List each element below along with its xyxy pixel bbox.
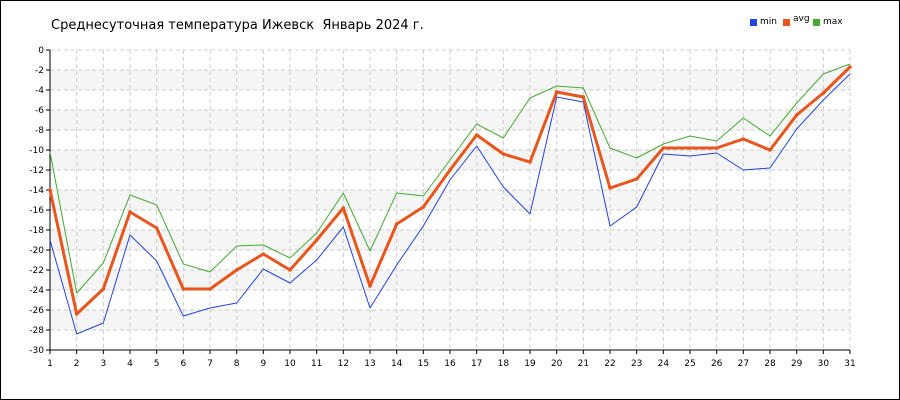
series-line-max: [49, 63, 851, 294]
x-tick-label: 24: [658, 359, 670, 369]
x-tick-label: 21: [578, 359, 589, 369]
legend-label-avg: avg: [793, 14, 810, 24]
data-point-avg: [474, 133, 479, 137]
y-tick-label: 0: [38, 46, 44, 56]
data-point-avg: [288, 268, 292, 272]
data-point-avg: [314, 238, 319, 242]
data-point-avg: [208, 287, 212, 291]
x-tick-label: 15: [418, 359, 429, 369]
x-tick-label: 14: [391, 359, 403, 369]
data-point-avg: [581, 95, 586, 99]
y-tick-label: -18: [29, 226, 44, 236]
legend-swatch-max: [813, 18, 820, 26]
legend-item-min: min: [750, 16, 777, 28]
x-tick-label: 23: [631, 359, 642, 369]
x-tick-label: 13: [364, 359, 375, 369]
legend-item-max: max: [813, 16, 843, 28]
y-tick-label: -24: [29, 286, 44, 296]
data-point-avg: [634, 177, 639, 181]
y-tick-label: -14: [29, 186, 44, 196]
data-point-avg: [768, 148, 772, 152]
x-tick-label: 22: [604, 359, 615, 369]
grid-band: [50, 270, 850, 290]
x-tick-label: 2: [74, 359, 80, 369]
data-point-avg: [741, 137, 746, 141]
data-point-avg: [528, 160, 532, 164]
data-point-avg: [128, 210, 132, 214]
x-tick-label: 18: [498, 359, 510, 369]
x-tick-label: 5: [154, 359, 160, 369]
data-point-avg: [421, 205, 426, 209]
x-tick-label: 31: [844, 359, 855, 369]
x-tick-label: 25: [684, 359, 695, 369]
x-tick-label: 20: [551, 359, 563, 369]
y-tick-label: -26: [29, 306, 44, 316]
data-point-avg: [608, 186, 612, 190]
y-tick-label: -10: [29, 146, 44, 156]
x-tick-label: 9: [260, 359, 266, 369]
y-tick-label: -20: [29, 246, 44, 256]
data-point-avg: [688, 146, 692, 150]
chart-title: Среднесуточная температура Ижевск Январь…: [51, 18, 424, 33]
y-tick-label: -12: [29, 166, 44, 176]
data-point-avg: [48, 188, 52, 192]
x-tick-label: 16: [444, 359, 456, 369]
legend-item-avg: avg: [783, 13, 810, 26]
data-point-avg: [554, 90, 559, 94]
x-tick-label: 6: [180, 359, 186, 369]
x-tick-label: 17: [471, 359, 482, 369]
x-tick-label: 1: [47, 359, 53, 369]
data-point-avg: [848, 65, 852, 69]
legend-label-max: max: [823, 17, 843, 27]
legend-label-min: min: [760, 17, 777, 27]
data-point-avg: [714, 146, 719, 150]
y-tick-label: -6: [35, 106, 44, 116]
legend-swatch-min: [750, 18, 757, 26]
x-tick-label: 10: [284, 359, 296, 369]
y-tick-label: -4: [35, 86, 44, 96]
x-tick-label: 11: [311, 359, 322, 369]
y-tick-label: -30: [29, 346, 44, 356]
data-point-avg: [261, 252, 266, 256]
series-line-min: [49, 73, 851, 335]
data-point-avg: [154, 226, 159, 230]
x-tick-label: 26: [711, 359, 723, 369]
data-point-avg: [821, 91, 826, 95]
data-point-avg: [501, 152, 506, 156]
y-tick-label: -8: [35, 126, 44, 136]
x-tick-label: 30: [818, 359, 830, 369]
x-tick-label: 19: [524, 359, 536, 369]
y-tick-label: -2: [35, 66, 44, 76]
y-tick-label: -28: [29, 326, 44, 336]
data-point-avg: [661, 146, 666, 150]
x-tick-label: 27: [738, 359, 749, 369]
y-tick-label: -22: [29, 266, 44, 276]
data-point-avg: [74, 312, 79, 316]
x-tick-label: 29: [791, 359, 803, 369]
x-tick-label: 12: [338, 359, 349, 369]
data-point-avg: [448, 168, 452, 172]
x-tick-label: 7: [207, 359, 213, 369]
data-point-avg: [794, 113, 799, 117]
x-tick-label: 8: [234, 359, 240, 369]
data-point-avg: [368, 284, 372, 288]
data-point-avg: [234, 268, 239, 272]
x-tick-label: 28: [764, 359, 776, 369]
legend-swatch-avg: [783, 18, 790, 26]
data-point-avg: [181, 287, 186, 291]
x-tick-label: 3: [100, 359, 106, 369]
y-tick-label: -16: [29, 206, 44, 216]
data-point-avg: [341, 206, 346, 210]
data-point-avg: [101, 287, 106, 291]
data-point-avg: [394, 222, 399, 226]
x-tick-label: 4: [127, 359, 133, 369]
